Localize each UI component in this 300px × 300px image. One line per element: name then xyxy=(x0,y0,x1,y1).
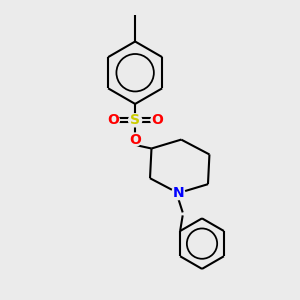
Text: O: O xyxy=(107,113,119,127)
Circle shape xyxy=(129,133,142,146)
Circle shape xyxy=(151,114,164,127)
Text: N: N xyxy=(172,186,184,200)
Circle shape xyxy=(172,187,185,200)
Text: O: O xyxy=(152,113,164,127)
Text: O: O xyxy=(129,133,141,147)
Circle shape xyxy=(106,114,119,127)
Circle shape xyxy=(129,114,142,127)
Text: S: S xyxy=(130,113,140,127)
